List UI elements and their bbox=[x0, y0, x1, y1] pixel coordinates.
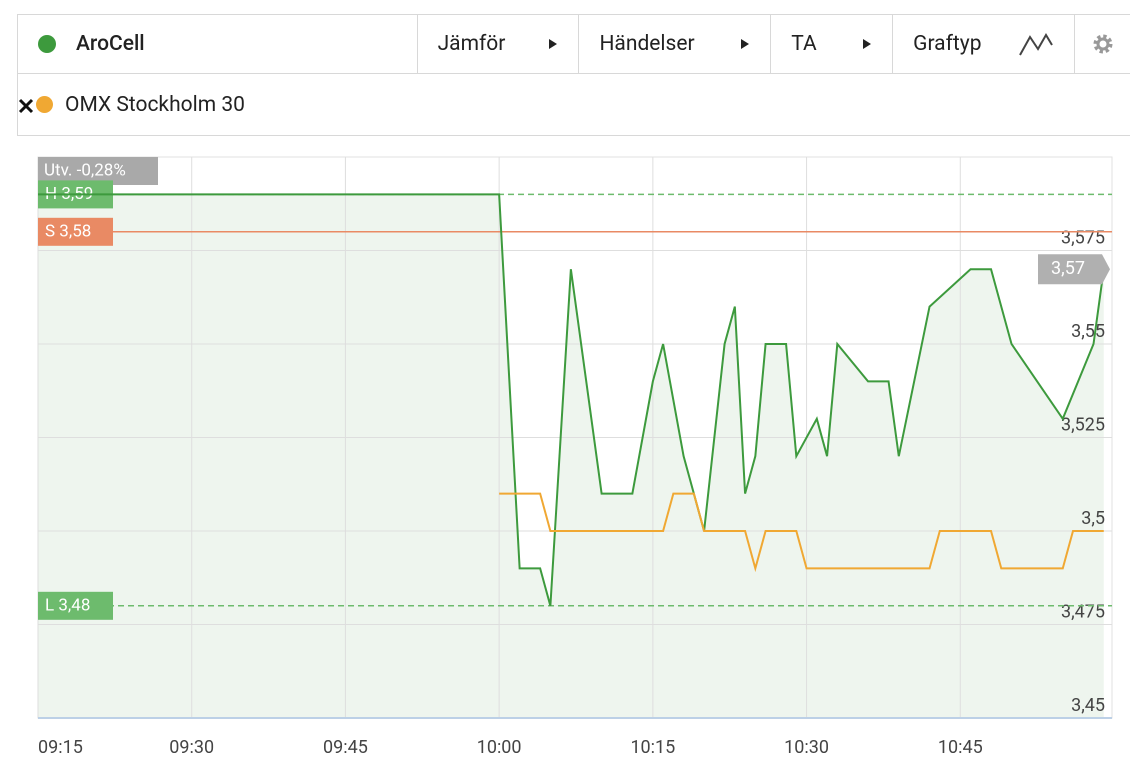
compare-row: OMX Stockholm 30 bbox=[17, 74, 1130, 136]
menu-label: Händelser bbox=[599, 32, 695, 56]
arrow bbox=[863, 39, 872, 49]
area bbox=[38, 194, 1104, 718]
y-tick-label: 3,475 bbox=[1061, 601, 1105, 622]
arrow bbox=[549, 39, 558, 49]
menu[interactable]: Händelser bbox=[579, 15, 772, 73]
change-label: Utv. -0,28% bbox=[44, 160, 126, 180]
x-tick-label: 10:45 bbox=[938, 737, 983, 758]
y-tick-label: 3,5 bbox=[1081, 508, 1105, 529]
close-icon[interactable] bbox=[18, 98, 34, 114]
x-tick-label: 10:30 bbox=[784, 737, 829, 758]
line bbox=[499, 492, 1104, 573]
compare-name: OMX Stockholm 30 bbox=[65, 92, 245, 117]
reference-label: L 3,48 bbox=[45, 595, 90, 615]
y-tick-label: 3,45 bbox=[1071, 695, 1105, 716]
y-tick-label: 3,575 bbox=[1061, 227, 1105, 248]
menu-label: TA bbox=[791, 32, 817, 56]
last-price-label: 3,57 bbox=[1051, 258, 1085, 279]
instrument-name: AroCell bbox=[76, 32, 145, 56]
instrument[interactable]: AroCell bbox=[18, 15, 418, 73]
line-icon bbox=[1019, 33, 1053, 56]
toolbar: AroCell Jämför Händelser TA Graftyp bbox=[17, 14, 1130, 74]
series-dot bbox=[36, 96, 53, 113]
gear-icon bbox=[1093, 34, 1113, 54]
line bbox=[38, 193, 1105, 607]
y-tick-label: 3,55 bbox=[1071, 321, 1105, 342]
reference-label: S 3,58 bbox=[45, 221, 91, 241]
menu[interactable]: Graftyp bbox=[893, 15, 1075, 73]
change-box bbox=[38, 157, 158, 185]
settings[interactable] bbox=[1075, 15, 1130, 73]
reference-box bbox=[38, 217, 113, 246]
last-price-box bbox=[1038, 254, 1110, 285]
reference-box bbox=[38, 591, 113, 620]
x-tick-label: 10:00 bbox=[477, 737, 522, 758]
arrow bbox=[741, 39, 750, 49]
x-tick-label: 09:30 bbox=[169, 737, 214, 758]
series-dot bbox=[38, 35, 56, 53]
y-tick-label: 3,525 bbox=[1061, 414, 1105, 435]
menu-label: Jämför bbox=[437, 32, 506, 56]
x-tick-label: 09:15 bbox=[38, 737, 83, 758]
menu-label: Graftyp bbox=[913, 32, 982, 56]
menu[interactable]: Jämför bbox=[418, 15, 580, 73]
x-tick-label: 09:45 bbox=[323, 737, 368, 758]
x-tick-label: 10:15 bbox=[630, 737, 675, 758]
menu[interactable]: TA bbox=[771, 15, 894, 73]
